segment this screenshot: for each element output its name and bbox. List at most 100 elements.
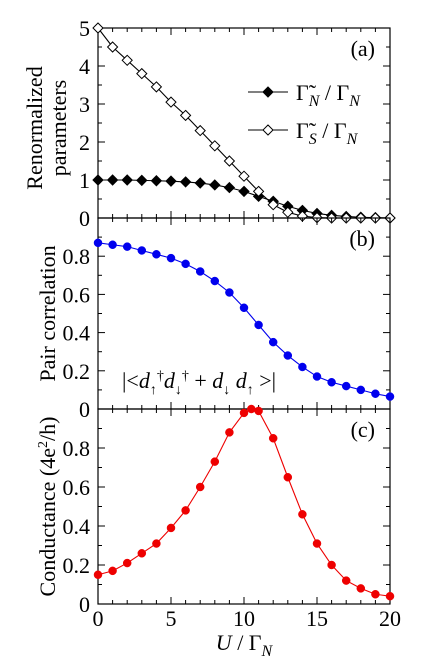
data-point bbox=[121, 174, 133, 186]
formula-part: >| bbox=[254, 368, 276, 393]
data-point bbox=[93, 570, 103, 579]
data-point bbox=[122, 242, 132, 251]
y-tick-label: 0 bbox=[79, 397, 90, 422]
data-point bbox=[312, 539, 322, 548]
data-point bbox=[92, 22, 104, 34]
y-tick-label: 0.8 bbox=[63, 244, 91, 269]
formula-part: † bbox=[182, 369, 189, 384]
panel-label: (a) bbox=[351, 36, 375, 61]
data-point bbox=[341, 381, 351, 391]
formula-part: d bbox=[212, 368, 224, 393]
formula-part: |< bbox=[122, 368, 139, 393]
x-axis-label-part: U bbox=[216, 630, 234, 655]
y-axis-label-part: Conductance (4e bbox=[35, 448, 60, 596]
data-point bbox=[93, 238, 103, 248]
data-point bbox=[194, 124, 206, 137]
formula-annotation: |<d↑†d↓† + d↓ d↑ >| bbox=[122, 368, 276, 398]
series-line bbox=[97, 408, 391, 597]
data-point bbox=[268, 434, 278, 443]
data-point bbox=[371, 590, 380, 599]
data-point bbox=[283, 473, 293, 482]
y-tick-label: 2 bbox=[79, 130, 90, 155]
panel-1: 0 1 2 3 4 5 (a) Renormalizedparameters Γ̃N / ΓN Γ… bbox=[22, 16, 396, 231]
formula-part: ↓ bbox=[175, 383, 182, 398]
legend-marker bbox=[262, 86, 274, 98]
data-point bbox=[298, 362, 307, 372]
panel-3: 0 0.2 0.4 0.6 0.8 (c) Conductance (4e2/h) bbox=[35, 404, 395, 617]
y-tick-label: 0.6 bbox=[63, 475, 91, 500]
data-point bbox=[209, 179, 221, 191]
y-axis-label: Pair correlation bbox=[35, 245, 60, 381]
formula-part: d bbox=[164, 368, 176, 393]
data-point bbox=[385, 591, 395, 601]
data-point bbox=[122, 558, 132, 568]
y-tick-label: 0.4 bbox=[63, 321, 91, 346]
plot-frame bbox=[97, 408, 391, 605]
y-axis-label: Renormalizedparameters bbox=[22, 66, 71, 189]
data-point bbox=[385, 392, 395, 401]
legend-subscript: N bbox=[308, 93, 321, 110]
data-point bbox=[150, 81, 163, 93]
data-point bbox=[108, 240, 117, 249]
data-point bbox=[181, 259, 190, 269]
data-point bbox=[152, 539, 161, 548]
legend-item: Γ̃S / ΓN bbox=[248, 118, 359, 148]
y-axis-label-line: parameters bbox=[46, 80, 71, 177]
data-point bbox=[106, 41, 119, 53]
x-axis-label: U / ΓN bbox=[216, 630, 274, 660]
y-tick-label: 1 bbox=[79, 168, 90, 193]
formula-part: + bbox=[189, 368, 212, 393]
data-point bbox=[165, 96, 177, 108]
data-point bbox=[312, 372, 322, 381]
data-point bbox=[327, 378, 336, 387]
data-point bbox=[92, 174, 104, 186]
data-point bbox=[136, 174, 148, 187]
y-tick-label: 3 bbox=[79, 92, 90, 117]
x-tick-label: 10 bbox=[233, 606, 255, 631]
x-tick-label: 0 bbox=[93, 606, 104, 631]
formula-part: d bbox=[139, 368, 151, 393]
data-point bbox=[108, 566, 117, 576]
y-axis-label-part: /h) bbox=[35, 417, 60, 441]
data-point bbox=[298, 510, 307, 519]
data-point bbox=[121, 54, 133, 67]
data-point bbox=[152, 250, 161, 259]
data-point bbox=[179, 176, 192, 188]
data-point bbox=[195, 267, 205, 276]
data-point bbox=[239, 408, 249, 418]
legend-marker bbox=[262, 124, 274, 136]
y-tick-label: 0.6 bbox=[63, 282, 91, 307]
data-point bbox=[225, 288, 234, 297]
data-point bbox=[267, 198, 279, 211]
y-tick-label: 0.2 bbox=[63, 359, 91, 384]
data-point bbox=[150, 175, 163, 187]
x-tick-label: 15 bbox=[306, 606, 328, 631]
legend-subscript: N bbox=[348, 93, 361, 110]
data-point bbox=[356, 385, 366, 395]
formula-part: d bbox=[236, 368, 248, 393]
x-axis-label-subscript: N bbox=[261, 643, 274, 660]
formula-part: ↓ bbox=[223, 383, 230, 398]
formula-part: ↑ bbox=[150, 383, 157, 398]
data-point bbox=[181, 506, 190, 515]
data-point bbox=[194, 177, 206, 189]
data-point bbox=[223, 155, 236, 167]
data-point bbox=[282, 206, 294, 219]
data-point bbox=[252, 185, 265, 198]
y-tick-label: 0.4 bbox=[63, 514, 91, 539]
data-point bbox=[106, 174, 119, 186]
legend-label: Γ̃N / ΓN bbox=[296, 80, 361, 110]
y-axis-label: Conductance (4e2/h) bbox=[35, 417, 60, 597]
data-point bbox=[165, 175, 177, 187]
data-point bbox=[238, 185, 250, 198]
data-point bbox=[137, 549, 147, 558]
y-tick-label: 0 bbox=[79, 592, 90, 617]
legend-symbol: / Γ bbox=[317, 118, 347, 143]
x-tick-label: 5 bbox=[166, 606, 177, 631]
data-point bbox=[210, 276, 220, 286]
data-point bbox=[179, 109, 192, 122]
data-point bbox=[239, 303, 249, 313]
formula-part: ↑ bbox=[247, 383, 254, 398]
y-axis-label-line: Renormalized bbox=[22, 66, 47, 189]
data-point bbox=[166, 253, 176, 263]
